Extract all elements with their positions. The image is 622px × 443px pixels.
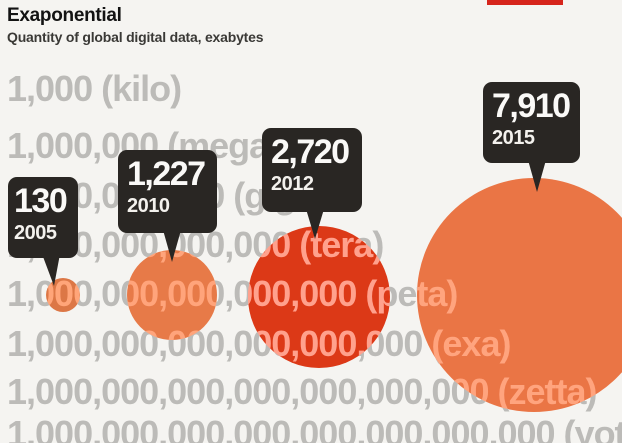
- callout-tail-2010: [163, 230, 181, 262]
- callout-2015: 7,910 2015: [483, 82, 580, 163]
- red-accent-bar: [487, 0, 563, 5]
- bubble-2010: [127, 250, 217, 340]
- callout-year: 2015: [492, 126, 535, 149]
- callout-2005: 130 2005: [8, 177, 78, 258]
- callout-tail-2015: [528, 160, 546, 192]
- callout-2010: 1,227 2010: [118, 150, 217, 233]
- callout-tail-2005: [42, 254, 60, 286]
- callout-value: 7,910: [492, 87, 571, 125]
- callout-2012: 2,720 2012: [262, 128, 362, 212]
- chart-title: Exaponential: [7, 5, 122, 26]
- callout-year: 2012: [271, 172, 314, 195]
- chart-subtitle: Quantity of global digital data, exabyte…: [7, 29, 264, 45]
- callout-value: 1,227: [127, 155, 206, 193]
- callout-value: 2,720: [271, 133, 350, 171]
- scale-row-kilo: 1,000 (kilo): [7, 68, 182, 109]
- callout-value: 130: [14, 182, 68, 220]
- bubble-2012: [248, 226, 390, 368]
- scale-row-yotta: 1,000,000,000,000,000,000,000,000 (yotta…: [7, 413, 622, 443]
- callout-year: 2010: [127, 194, 170, 217]
- callout-tail-2012: [306, 209, 324, 239]
- callout-year: 2005: [14, 221, 57, 244]
- bubble-2015: [417, 178, 622, 412]
